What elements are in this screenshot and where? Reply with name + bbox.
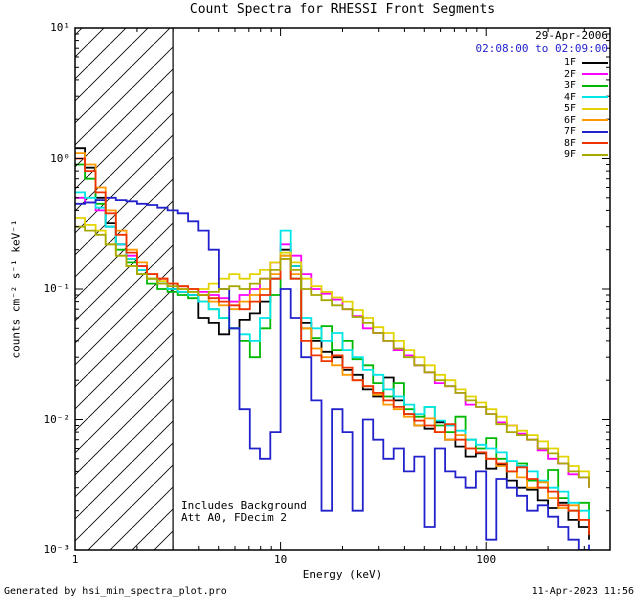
legend-color-swatch (582, 130, 608, 133)
generator-credit: Generated by hsi_min_spectra_plot.pro (4, 586, 227, 597)
legend-label: 2F (563, 68, 576, 80)
legend-label: 6F (563, 114, 576, 126)
series-line-7F (75, 196, 590, 550)
plot-annotations: Includes Background Att A0, FDecim 2 (181, 500, 307, 524)
annotation-attenuator: Att A0, FDecim 2 (181, 511, 287, 524)
chart-title: Count Spectra for RHESSI Front Segments (189, 2, 496, 17)
legend-color-swatch (582, 119, 608, 122)
annotation-background: Includes Background (181, 499, 307, 512)
series-line-8F (75, 157, 590, 536)
legend-label: 9F (563, 149, 576, 161)
legend: 1F 2F 3F 4F 5F 6F 7F 8F 9F (564, 57, 608, 161)
legend-entry-2F: 2F (564, 69, 608, 81)
legend-entry-9F: 9F (564, 149, 608, 161)
legend-color-swatch (582, 73, 608, 76)
legend-entry-5F: 5F (564, 103, 608, 115)
render-timestamp: 11-Apr-2023 11:56 (531, 586, 634, 597)
y-axis-label: counts cm⁻² s⁻¹ keV⁻¹ (9, 219, 23, 359)
legend-entry-4F: 4F (564, 92, 608, 104)
x-axis-label: Energy (keV) (302, 568, 383, 581)
legend-label: 1F (563, 57, 576, 69)
observation-date: 29-Apr-2006 (535, 29, 608, 42)
legend-color-swatch (582, 84, 608, 87)
legend-label: 7F (563, 126, 576, 138)
legend-entry-3F: 3F (564, 80, 608, 92)
series-line-9F (75, 225, 590, 488)
legend-color-swatch (582, 96, 608, 99)
legend-label: 4F (563, 91, 576, 103)
legend-entry-8F: 8F (564, 138, 608, 150)
legend-entry-1F: 1F (564, 57, 608, 69)
series-line-5F (75, 217, 590, 481)
legend-color-swatch (582, 142, 608, 145)
legend-label: 3F (563, 80, 576, 92)
legend-label: 5F (563, 103, 576, 115)
legend-entry-6F: 6F (564, 115, 608, 127)
observation-time-range: 02:08:00 to 02:09:00 (475, 42, 608, 55)
legend-label: 8F (563, 137, 576, 149)
legend-color-swatch (582, 61, 608, 64)
legend-entry-7F: 7F (564, 126, 608, 138)
legend-color-swatch (582, 153, 608, 156)
legend-color-swatch (582, 107, 608, 110)
